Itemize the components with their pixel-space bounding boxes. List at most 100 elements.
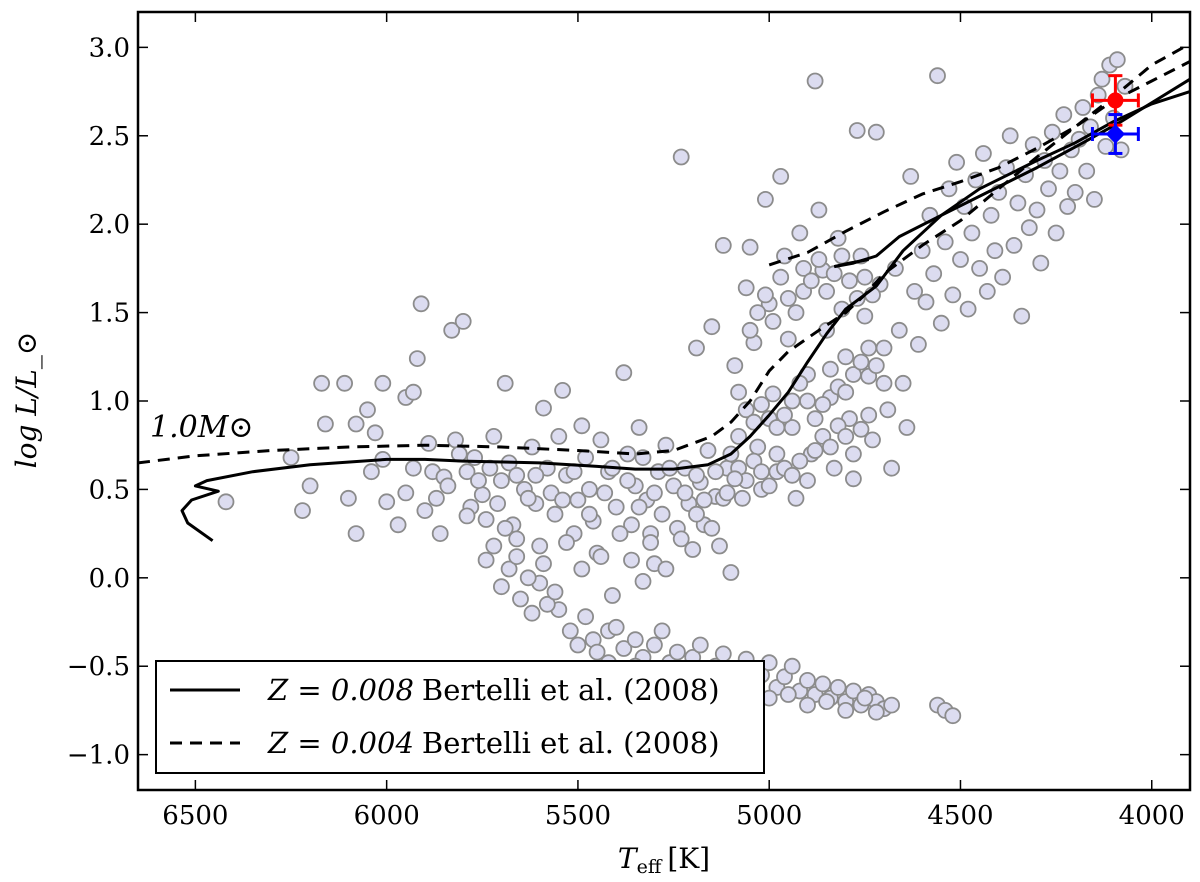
scatter-point: [362, 463, 380, 481]
scatter-point: [829, 679, 847, 696]
legend-box: [155, 660, 765, 774]
scatter-point: [975, 145, 992, 162]
scatter-point: [458, 507, 476, 525]
scatter-point: [554, 381, 571, 399]
x-axis-label-unit: [K]: [667, 842, 710, 875]
scatter-point: [546, 505, 564, 523]
legend-math-z004: Z = 0.004: [267, 726, 414, 760]
scatter-point: [730, 427, 747, 445]
scatter-point: [523, 604, 541, 622]
scatter-point: [313, 374, 331, 392]
scatter-point: [470, 472, 487, 490]
scatter-point: [799, 392, 816, 410]
scatter-point: [910, 335, 927, 353]
scatter-point: [978, 282, 996, 300]
scatter-point: [753, 396, 770, 413]
track-line-0: [180, 90, 1190, 542]
scatter-point: [883, 459, 900, 477]
scatter-point: [963, 224, 981, 242]
scatter-point: [929, 67, 946, 85]
scatter-point: [772, 268, 790, 286]
legend-text-z004: Bertelli et al. (2008): [422, 726, 720, 760]
scatter-point: [925, 265, 943, 283]
x-axis-label: Teff [K]: [618, 842, 710, 878]
scatter-point: [657, 560, 675, 578]
scatter-point: [592, 431, 610, 449]
scatter-point: [500, 560, 518, 578]
scatter-point: [856, 689, 874, 707]
y-tick-label: 0.0: [89, 564, 130, 594]
scatter-point: [917, 293, 935, 311]
scatter-point: [611, 525, 629, 542]
scatter-point: [860, 339, 878, 357]
scatter-point: [875, 339, 893, 357]
scatter-point: [845, 470, 862, 488]
scatter-point: [883, 696, 900, 714]
scatter-point: [757, 286, 774, 304]
scatter-point: [1108, 51, 1126, 69]
y-tick-label: 2.5: [89, 122, 130, 152]
legend: Z = 0.008 Bertelli et al. (2008) Z = 0.00…: [155, 660, 765, 774]
scatter-point: [1040, 180, 1057, 198]
x-tick-label: 6000: [354, 801, 420, 831]
scatter-point: [867, 703, 885, 721]
scatter-point: [412, 295, 430, 313]
scatter-point: [707, 463, 724, 481]
scatter-point: [806, 72, 824, 90]
scatter-point: [569, 636, 587, 654]
scatter-point: [845, 445, 862, 463]
scatter-point: [374, 374, 392, 392]
scatter-point: [944, 286, 962, 304]
scatter-point: [217, 493, 235, 511]
scatter-point: [852, 353, 870, 371]
scatter-point: [366, 424, 384, 442]
scatter-point: [806, 442, 824, 459]
scatter-point: [760, 477, 778, 495]
scatter-point: [867, 357, 885, 375]
track-line-1: [833, 77, 1190, 269]
scatter-point: [592, 548, 610, 565]
y-tick-label: 3.0: [89, 33, 130, 63]
scatter-point: [688, 339, 705, 357]
legend-text-z008: Bertelli et al. (2008): [422, 673, 720, 707]
scatter-point: [810, 201, 828, 219]
scatter-point: [944, 707, 962, 725]
blue-star-marker: [1090, 113, 1140, 155]
scatter-point: [607, 618, 625, 636]
scatter-point: [496, 519, 514, 537]
scatter-point: [492, 472, 510, 490]
scatter-point: [607, 498, 625, 516]
scatter-point: [642, 534, 659, 551]
scatter-point: [714, 236, 732, 254]
scatter-point: [626, 631, 644, 649]
scatter-point: [684, 541, 702, 558]
scatter-point: [546, 583, 564, 601]
scatter-point: [477, 511, 495, 528]
scatter-point: [508, 466, 526, 484]
scatter-point: [734, 489, 751, 507]
scatter-point: [776, 406, 793, 424]
scatter-point: [1059, 198, 1076, 215]
scatter-point: [1043, 123, 1061, 141]
scatter-point: [749, 304, 767, 322]
scatter-point: [485, 427, 503, 445]
scatter-point: [799, 696, 816, 714]
scatter-point: [347, 525, 365, 542]
track-mass-annotation: 1.0M⊙: [150, 410, 254, 445]
scatter-point: [1024, 136, 1042, 154]
scatter-point: [810, 251, 828, 268]
scatter-point: [822, 360, 839, 378]
scatter-point: [1032, 254, 1050, 272]
scatter-point: [795, 259, 812, 277]
scatter-point: [837, 383, 855, 401]
scatter-point: [477, 551, 495, 569]
scatter-point: [703, 519, 721, 537]
scatter-point: [1047, 224, 1065, 242]
track-line-3: [138, 42, 1190, 465]
track-line-2: [833, 258, 869, 269]
scatter-point: [581, 480, 598, 498]
scatter-point: [730, 383, 747, 401]
scatter-point: [726, 470, 744, 488]
scatter-point: [554, 491, 571, 509]
